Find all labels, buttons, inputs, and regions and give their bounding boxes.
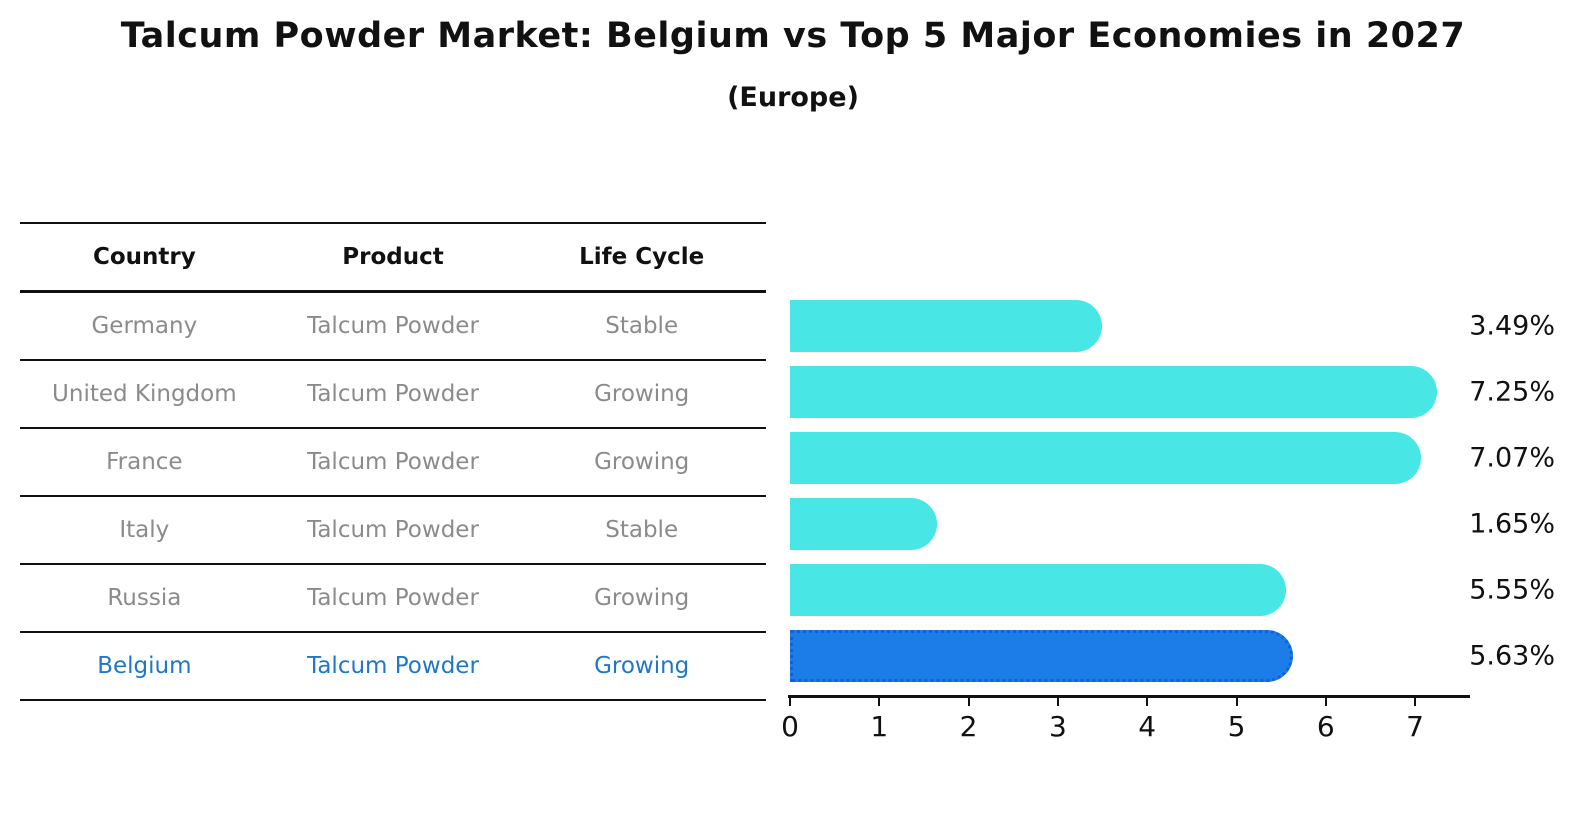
cell-life-cycle: Stable bbox=[605, 313, 679, 339]
x-axis-tick bbox=[878, 697, 881, 706]
cell-life-cycle: Growing bbox=[594, 381, 690, 407]
cell-life-cycle: Growing bbox=[594, 585, 690, 611]
column-header-life-cycle: Life Cycle bbox=[579, 244, 705, 270]
cell-product: Talcum Powder bbox=[307, 517, 479, 543]
chart-title: Talcum Powder Market: Belgium vs Top 5 M… bbox=[120, 16, 1466, 56]
chart-subtitle: (Europe) bbox=[727, 82, 859, 113]
bar-united-kingdom bbox=[790, 366, 1437, 418]
table-row-italy: Italy Talcum Powder Stable bbox=[20, 497, 766, 565]
x-axis-tick bbox=[1324, 697, 1327, 706]
cell-product: Talcum Powder bbox=[307, 585, 479, 611]
x-axis-tick bbox=[967, 697, 970, 706]
x-axis-tick-label: 4 bbox=[1138, 710, 1157, 743]
column-header-country: Country bbox=[92, 244, 196, 270]
bar-germany bbox=[790, 300, 1102, 352]
cell-life-cycle: Stable bbox=[605, 517, 679, 543]
bar-italy bbox=[790, 498, 937, 550]
table-row-russia: Russia Talcum Powder Growing bbox=[20, 565, 766, 633]
country-table: Country Product Life Cycle Germany Talcu… bbox=[20, 222, 766, 701]
cell-country: United Kingdom bbox=[52, 381, 237, 407]
bar-russia bbox=[790, 564, 1286, 616]
x-axis-tick bbox=[1056, 697, 1059, 706]
bar-france bbox=[790, 432, 1421, 484]
cell-life-cycle: Growing bbox=[594, 449, 690, 475]
value-label: 5.55% bbox=[1469, 574, 1555, 606]
x-axis-tick-label: 3 bbox=[1048, 710, 1067, 743]
cell-product: Talcum Powder bbox=[307, 653, 479, 679]
value-label: 7.25% bbox=[1469, 376, 1555, 408]
x-axis-tick bbox=[1146, 697, 1149, 706]
x-axis-line bbox=[788, 695, 1470, 698]
cell-country: Belgium bbox=[97, 653, 192, 679]
cell-life-cycle: Growing bbox=[594, 653, 690, 679]
x-axis-tick-label: 2 bbox=[959, 710, 978, 743]
cell-country: Russia bbox=[107, 585, 182, 611]
bar-belgium bbox=[790, 630, 1293, 682]
x-axis-tick bbox=[789, 697, 791, 706]
x-axis-tick-label: 1 bbox=[870, 710, 889, 743]
cell-country: Germany bbox=[91, 313, 198, 339]
x-axis-tick-label: 5 bbox=[1227, 710, 1246, 743]
cell-country: Italy bbox=[119, 517, 170, 543]
table-row-belgium: Belgium Talcum Powder Growing bbox=[20, 633, 766, 701]
cell-country: France bbox=[106, 449, 183, 475]
x-axis-tick bbox=[1414, 697, 1417, 706]
value-label: 7.07% bbox=[1469, 442, 1555, 474]
table-row-germany: Germany Talcum Powder Stable bbox=[20, 293, 766, 361]
cell-product: Talcum Powder bbox=[307, 449, 479, 475]
value-label: 5.63% bbox=[1469, 640, 1555, 672]
cell-product: Talcum Powder bbox=[307, 381, 479, 407]
x-axis-tick bbox=[1235, 697, 1238, 706]
table-row-france: France Talcum Powder Growing bbox=[20, 429, 766, 497]
cell-product: Talcum Powder bbox=[307, 313, 479, 339]
value-label: 3.49% bbox=[1469, 310, 1555, 342]
column-header-product: Product bbox=[342, 244, 444, 270]
table-row-united-kingdom: United Kingdom Talcum Powder Growing bbox=[20, 361, 766, 429]
table-header-row: Country Product Life Cycle bbox=[20, 224, 766, 293]
x-axis-tick-label: 6 bbox=[1316, 710, 1335, 743]
x-axis-tick-label: 0 bbox=[781, 710, 799, 743]
value-label: 1.65% bbox=[1469, 508, 1555, 540]
x-axis-tick-label: 7 bbox=[1406, 710, 1425, 743]
